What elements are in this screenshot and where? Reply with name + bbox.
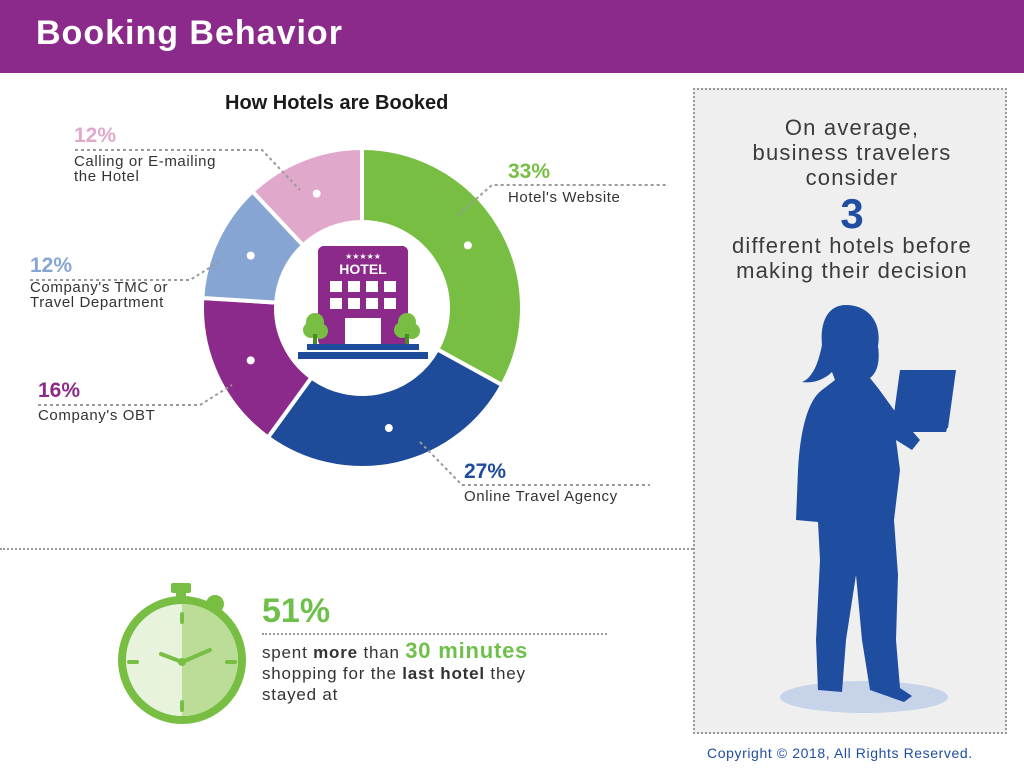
leader-line-obt: [38, 384, 233, 406]
slice-pct-calling: 12%: [74, 124, 117, 147]
copyright-text: Copyright © 2018, All Rights Reserved.: [707, 745, 973, 761]
side-number: 3: [840, 190, 864, 237]
section-divider: [0, 548, 693, 550]
slice-label-tmc-2: Travel Department: [30, 294, 164, 311]
slice-label-tmc-1: Company's TMC or: [30, 279, 169, 296]
slice-dot-tmc: [246, 251, 255, 260]
leader-line-ota: [419, 441, 650, 486]
side-text-line4: different hotels before: [731, 233, 972, 258]
slice-label-calling-2: the Hotel: [74, 168, 140, 185]
side-text-line3: consider: [805, 165, 899, 190]
stat-text-they: they: [490, 664, 526, 683]
donut-slice-calling: [249, 145, 364, 249]
stat-text-last-hotel: last hotel: [402, 664, 485, 683]
header-banner: Booking Behavior: [0, 0, 1024, 73]
slice-label-ota: Online Travel Agency: [464, 488, 618, 505]
slice-pct-ota: 27%: [464, 460, 507, 483]
side-panel: [693, 88, 1007, 734]
side-text-line1: On average,: [784, 115, 920, 140]
slice-label-website: Hotel's Website: [508, 189, 621, 206]
donut-slice-website: [360, 145, 524, 388]
hotel-building: ★★★★★ HOTEL: [298, 246, 428, 359]
stat-text-more: more: [313, 643, 358, 662]
slice-label-obt: Company's OBT: [38, 407, 156, 424]
stat-text-minutes: 30 minutes: [405, 638, 529, 663]
slice-label-calling-1: Calling or E-mailing: [74, 153, 217, 170]
slice-pct-obt: 16%: [38, 379, 81, 402]
hotel-sign: HOTEL: [339, 261, 387, 277]
hotel-stars: ★★★★★: [345, 252, 381, 261]
stat-text-than: than: [363, 643, 400, 662]
slice-dot-calling: [312, 189, 321, 198]
stat-percent: 51%: [262, 592, 331, 630]
chart-title: How Hotels are Booked: [225, 92, 449, 114]
slice-pct-tmc: 12%: [30, 254, 73, 277]
side-text-line5: making their decision: [736, 258, 968, 283]
leader-line-calling: [75, 149, 301, 191]
stat-text-stayed: stayed at: [262, 685, 339, 704]
page-title: Booking Behavior: [36, 14, 343, 52]
slice-dot-website: [463, 241, 472, 250]
stat-text-spent: spent: [262, 643, 308, 662]
leader-line-website: [457, 184, 668, 216]
slice-dot-ota: [384, 424, 393, 433]
stat-text-shopping: shopping for the: [262, 664, 397, 683]
slice-dot-obt: [246, 356, 255, 365]
slice-pct-website: 33%: [508, 160, 551, 183]
stat-text: spent more than 30 minutes shopping for …: [262, 640, 602, 705]
stat-divider: [262, 633, 607, 635]
donut-slice-ota: [265, 346, 505, 470]
side-text-line2: business travelers: [752, 140, 952, 165]
